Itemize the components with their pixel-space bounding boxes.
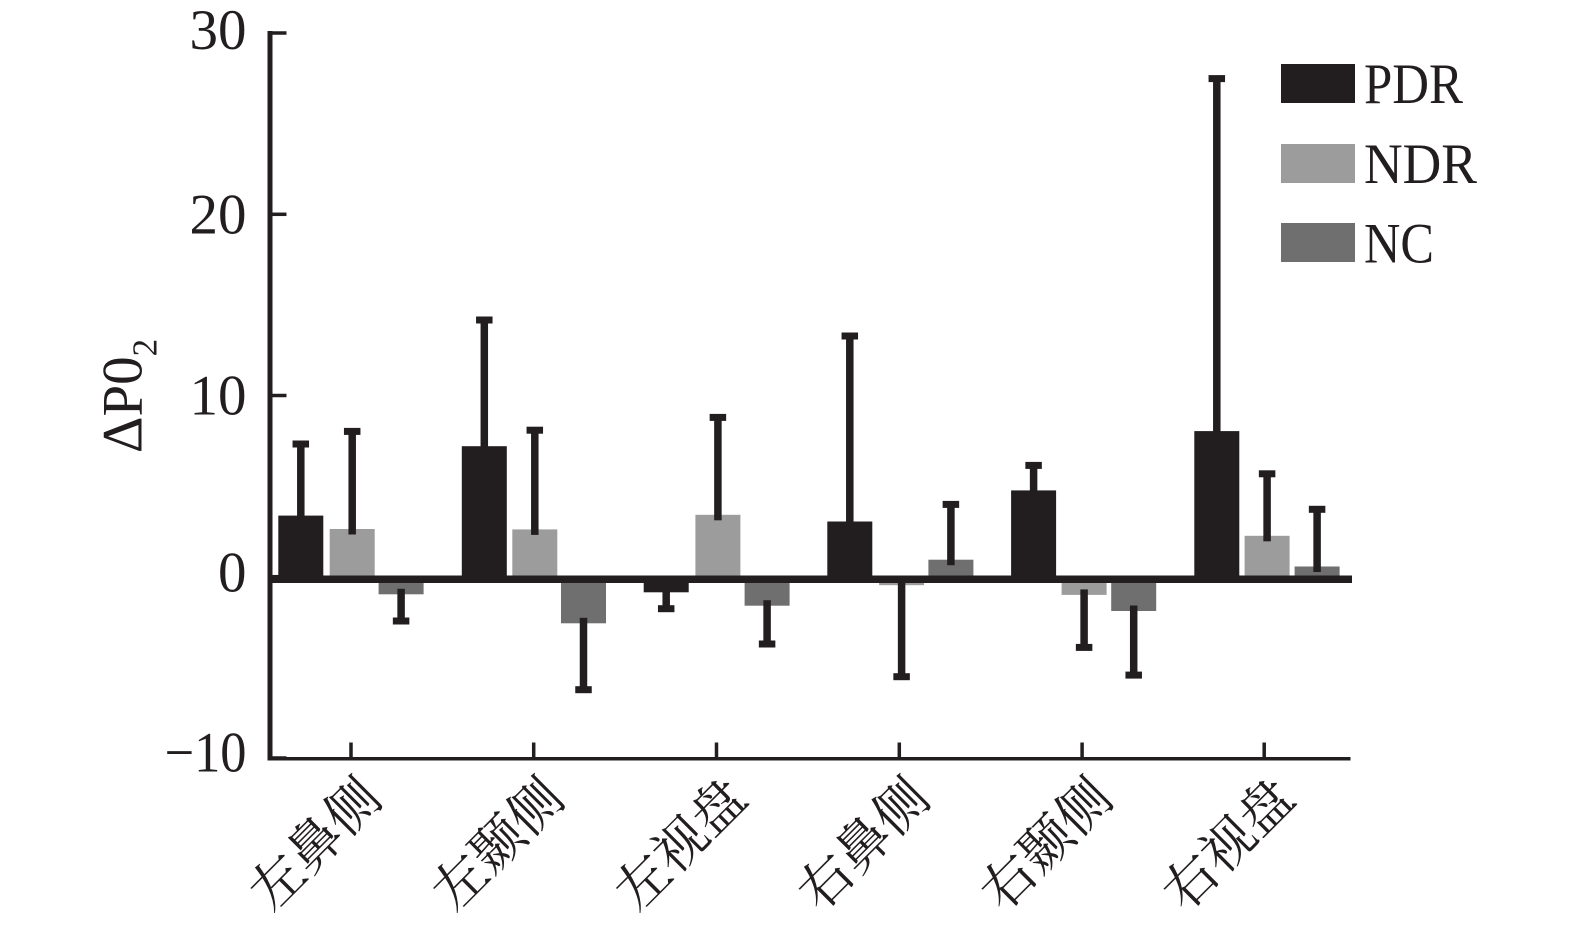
svg-text:−10: −10 — [165, 722, 247, 785]
svg-text:30: 30 — [190, 0, 247, 62]
svg-text:NC: NC — [1364, 212, 1434, 275]
svg-text:20: 20 — [190, 184, 247, 247]
svg-text:10: 10 — [190, 365, 247, 428]
svg-text:ΔP02: ΔP02 — [92, 339, 165, 453]
svg-text:PDR: PDR — [1364, 53, 1463, 116]
svg-text:0: 0 — [218, 542, 247, 605]
svg-text:NDR: NDR — [1364, 133, 1477, 196]
